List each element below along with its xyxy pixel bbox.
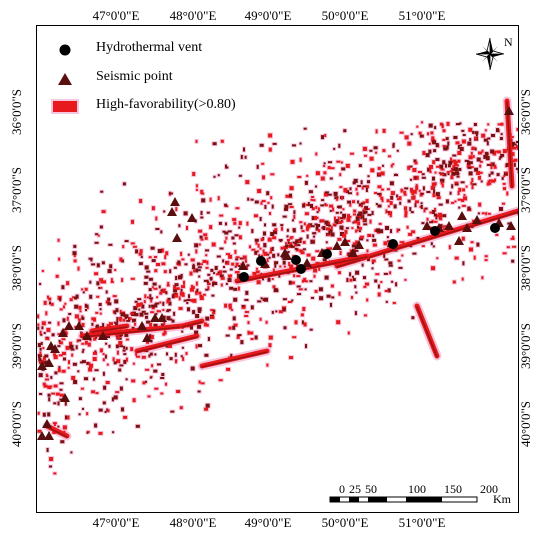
seismic-point-marker xyxy=(422,221,432,230)
seismic-point-marker xyxy=(444,221,454,230)
hydrothermal-vent-marker xyxy=(239,272,249,282)
seismic-point-marker xyxy=(457,211,467,220)
lat-label-40-left: 40°0'0"S xyxy=(9,400,24,448)
seismic-point-marker xyxy=(98,331,108,340)
seismic-point-marker xyxy=(37,361,47,370)
hydrothermal-vent-marker xyxy=(490,223,500,233)
hydrothermal-vent-marker xyxy=(388,239,398,249)
hydrothermal-vent-marker xyxy=(322,249,332,259)
seismic-point-marker xyxy=(60,393,70,402)
lon-label-50-bottom: 50°0'0"E xyxy=(321,515,369,530)
north-arrow: N xyxy=(474,34,516,79)
seismic-point-marker xyxy=(150,313,160,322)
north-label: N xyxy=(504,35,513,49)
seismic-point-marker xyxy=(58,328,68,337)
hydrothermal-vent-marker xyxy=(296,264,306,274)
seismic-point-marker xyxy=(157,313,167,322)
lon-label-51-top: 51°0'0"E xyxy=(398,8,446,23)
lon-label-49-bottom: 49°0'0"E xyxy=(244,515,292,530)
hydrothermal-vent-marker xyxy=(430,226,440,236)
seismic-symbol-icon xyxy=(58,73,72,85)
lat-label-37-left: 37°0'0"S xyxy=(9,166,24,214)
seismic-point-marker xyxy=(348,248,358,257)
lat-label-39-right: 39°0'0"S xyxy=(518,322,533,370)
lon-label-51-bottom: 51°0'0"E xyxy=(398,515,446,530)
seismic-point-marker xyxy=(506,221,516,230)
scale-tick-200: 200 xyxy=(480,482,498,496)
lat-label-36-left: 36°0'0"S xyxy=(9,88,24,136)
seismic-point-marker xyxy=(64,321,74,330)
seismic-point-marker xyxy=(187,213,197,222)
scale-tick-150: 150 xyxy=(444,482,462,496)
seismic-point-marker xyxy=(44,431,54,440)
seismic-point-marker xyxy=(172,233,182,242)
seismic-point-marker xyxy=(167,207,177,216)
favorability-band xyxy=(179,318,205,329)
favorability-map xyxy=(37,96,518,476)
lon-label-47-top: 47°0'0"E xyxy=(92,8,140,23)
lat-label-40-right: 40°0'0"S xyxy=(518,400,533,448)
seismic-point-marker xyxy=(137,321,147,330)
favorability-band xyxy=(199,348,270,369)
lat-label-38-left: 38°0'0"S xyxy=(9,244,24,292)
seismic-point-marker xyxy=(340,237,350,246)
seismic-point-marker xyxy=(44,358,54,367)
legend-favor-label: High-favorability(>0.80) xyxy=(96,97,236,112)
lon-label-48-top: 48°0'0"E xyxy=(169,8,217,23)
favorability-band xyxy=(79,323,185,339)
seismic-point-marker xyxy=(46,341,56,350)
lon-label-50-top: 50°0'0"E xyxy=(321,8,369,23)
lat-label-36-right: 36°0'0"S xyxy=(518,88,533,136)
favorability-band-layer xyxy=(44,98,518,439)
scale-bar-graphic xyxy=(329,496,478,503)
favorability-band xyxy=(89,323,130,334)
seismic-point-marker xyxy=(332,241,342,250)
seismic-point-marker xyxy=(280,248,290,257)
scale-unit: Km xyxy=(493,492,511,506)
favorability-band xyxy=(134,333,200,354)
favorability-swatch-icon xyxy=(51,99,79,114)
favorability-layer xyxy=(37,121,518,475)
seismic-point-marker xyxy=(37,431,47,440)
legend-seismic-label: Seismic point xyxy=(96,69,173,84)
lat-label-38-right: 38°0'0"S xyxy=(518,244,533,292)
hydrothermal-vent-layer xyxy=(239,223,500,282)
scale-tick-25: 25 xyxy=(349,482,361,496)
lon-label-47-bottom: 47°0'0"E xyxy=(92,515,140,530)
scale-tick-0: 0 xyxy=(339,482,345,496)
seismic-point-marker xyxy=(504,106,514,115)
seismic-point-marker xyxy=(142,333,152,342)
seismic-point-marker xyxy=(74,321,84,330)
compass-icon: N xyxy=(475,35,513,71)
hydrothermal-vent-marker xyxy=(256,256,266,266)
seismic-point-marker xyxy=(462,223,472,232)
seismic-point-marker xyxy=(238,261,248,270)
scale-tick-100: 100 xyxy=(408,482,426,496)
hydrothermal-vent-marker xyxy=(291,255,301,265)
seismic-point-marker xyxy=(170,197,180,206)
vent-symbol-icon xyxy=(59,44,71,56)
seismic-point-marker xyxy=(354,240,364,249)
lat-label-37-right: 37°0'0"S xyxy=(518,166,533,214)
seismic-point-marker xyxy=(302,258,312,267)
lon-label-48-bottom: 48°0'0"E xyxy=(169,515,217,530)
seismic-point-layer xyxy=(37,106,516,440)
seismic-point-marker xyxy=(454,236,464,245)
legend-vent-label: Hydrothermal vent xyxy=(96,40,203,55)
seismic-point-marker xyxy=(82,331,92,340)
map-frame xyxy=(36,25,519,513)
lon-label-49-top: 49°0'0"E xyxy=(244,8,292,23)
scale-tick-50: 50 xyxy=(365,482,377,496)
lat-label-39-left: 39°0'0"S xyxy=(9,322,24,370)
seismic-point-marker xyxy=(472,215,482,224)
seismic-point-marker xyxy=(42,419,52,428)
